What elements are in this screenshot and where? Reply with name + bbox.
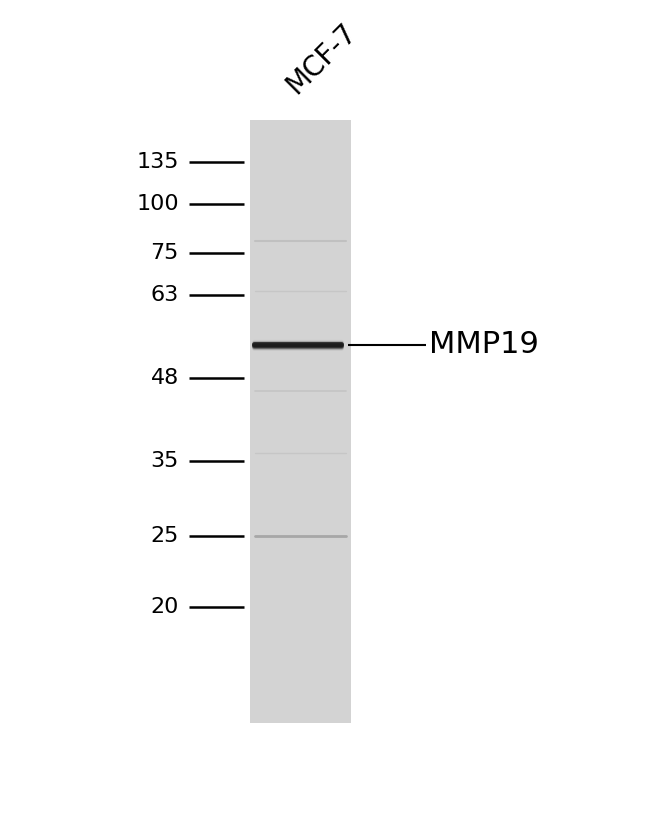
- Text: 135: 135: [136, 152, 179, 172]
- Text: 100: 100: [136, 194, 179, 214]
- Text: 63: 63: [151, 285, 179, 305]
- Text: 25: 25: [150, 526, 179, 546]
- Bar: [250, 120, 351, 723]
- Text: 20: 20: [150, 597, 179, 617]
- Text: 75: 75: [150, 243, 179, 263]
- Text: MCF-7: MCF-7: [281, 18, 362, 100]
- Text: MMP19: MMP19: [429, 331, 539, 359]
- Text: 35: 35: [150, 451, 179, 471]
- Text: 48: 48: [151, 368, 179, 388]
